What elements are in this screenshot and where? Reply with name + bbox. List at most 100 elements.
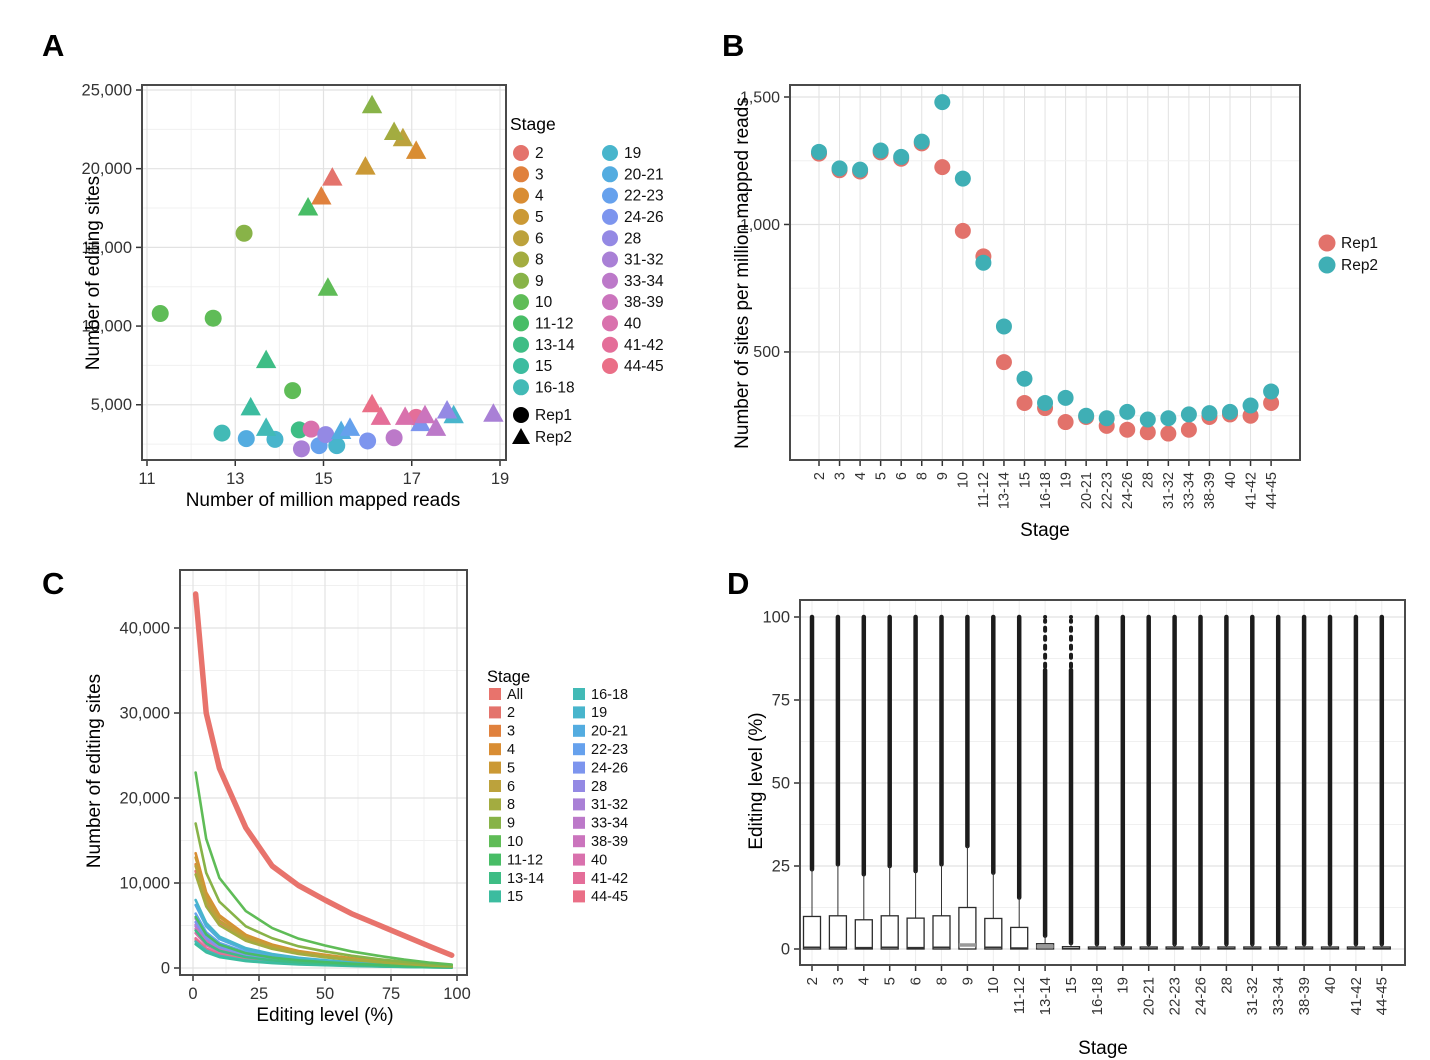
legend-key: [1318, 234, 1336, 252]
legend-label: 5: [535, 209, 544, 226]
data-point-circle: [235, 224, 253, 242]
legend-label: 13-14: [535, 337, 575, 354]
legend-label: 8: [507, 797, 515, 813]
data-point-circle: [995, 318, 1012, 335]
data-point-circle: [1057, 389, 1074, 406]
data-point-circle: [995, 354, 1012, 371]
x-tick-label: 28: [1141, 472, 1157, 488]
plot-border: [799, 599, 1406, 966]
box: [854, 919, 873, 950]
panel-b: 500 1,000 1,500 2 3 4 5 6 8 9 10 11-12 13-14 15 16-18 1…: [715, 30, 1430, 560]
legend-label: 16-18: [535, 379, 575, 396]
panel-b-xlabel: Stage: [1020, 520, 1070, 541]
legend-label: Rep2: [535, 429, 572, 446]
legend-label: Rep1: [1341, 235, 1378, 252]
data-point-circle: [831, 160, 848, 177]
x-tick-label: 75: [382, 985, 400, 1003]
data-point-circle: [1119, 403, 1136, 420]
legend-label: 40: [591, 852, 607, 868]
legend-key: [489, 761, 501, 774]
x-tick-label: 24-26: [1192, 977, 1209, 1015]
panel-a-xlabel: Number of million mapped reads: [185, 490, 461, 511]
plot-border: [789, 84, 1301, 461]
data-point-triangle: [414, 404, 436, 424]
legend-label: 15: [507, 889, 523, 905]
legend-label: 2: [507, 705, 515, 721]
x-tick-label: 19: [1058, 472, 1074, 488]
data-point-circle: [317, 426, 335, 444]
x-tick-label: 13-14: [1037, 977, 1054, 1015]
legend-key: [489, 706, 501, 719]
box: [958, 906, 977, 950]
x-tick-label: 24-26: [1120, 472, 1136, 509]
legend-label: All: [507, 687, 523, 703]
x-tick-label: 38-39: [1202, 472, 1218, 509]
legend-label: Rep1: [535, 407, 572, 424]
legend-key: [513, 358, 529, 374]
data-point-circle: [1016, 370, 1033, 387]
legend-shape-triangle: [512, 428, 530, 444]
legend-key: [513, 145, 529, 161]
legend-label: 20-21: [591, 724, 628, 740]
data-point-circle: [302, 420, 320, 438]
legend-key: [489, 688, 501, 700]
data-point-triangle: [394, 406, 416, 425]
legend-label: 6: [535, 230, 544, 247]
legend-label: 22-23: [591, 742, 628, 758]
x-tick-label: 6: [908, 977, 925, 985]
data-point-circle: [872, 142, 889, 159]
data-point-circle: [1037, 394, 1054, 411]
box: [984, 917, 1003, 950]
x-tick-label: 13: [226, 470, 244, 488]
x-tick-label: 13-14: [997, 472, 1013, 509]
x-tick-label: 9: [935, 472, 951, 480]
x-tick-label: 100: [443, 985, 471, 1003]
box: [802, 915, 822, 950]
legend-key: [573, 890, 585, 903]
data-point-circle: [1242, 397, 1259, 414]
y-tick-label: 1,500: [740, 89, 780, 106]
box: [880, 915, 899, 950]
legend-label: 13-14: [507, 871, 544, 887]
data-point-circle: [954, 222, 971, 239]
legend-key: [602, 358, 618, 374]
legend-key: [602, 336, 618, 353]
legend-label: 19: [591, 705, 607, 721]
legend-label: 31-32: [624, 252, 664, 269]
x-tick-label: 33-34: [1270, 977, 1287, 1015]
legend-shape-circle: [513, 407, 529, 423]
x-tick-label: 25: [250, 985, 268, 1003]
legend-label: 8: [535, 252, 544, 269]
x-tick-label: 5: [882, 977, 899, 985]
legend-label: 9: [535, 273, 544, 290]
y-tick-label: 10,000: [120, 874, 170, 892]
data-point-circle: [1263, 383, 1280, 400]
legend-key: [513, 230, 529, 247]
data-point-triangle: [361, 94, 383, 114]
data-line-9: [194, 822, 454, 967]
x-tick-label: 2: [804, 977, 821, 985]
data-point-circle: [213, 424, 231, 442]
x-tick-label: 0: [188, 985, 197, 1003]
plot-border: [179, 569, 468, 976]
data-point-circle: [204, 309, 222, 327]
legend-label: 33-34: [624, 273, 664, 290]
x-tick-label: 5: [873, 472, 889, 480]
x-tick-label: 19: [491, 470, 509, 488]
x-tick-label: 6: [894, 472, 910, 480]
panel-c-label: C: [42, 566, 65, 601]
data-line-All: [192, 591, 455, 958]
legend-key: [513, 379, 529, 396]
data-point-circle: [1119, 421, 1136, 438]
x-tick-label: 4: [853, 472, 869, 480]
legend-key: [602, 187, 618, 204]
x-tick-label: 4: [856, 977, 873, 985]
panel-d-chart: 0 25 50 75 100 2 3 4 5 6 8 9 10 11-12 13-14 15 16-18 19 20…: [762, 599, 1406, 1015]
x-tick-label: 33-34: [1182, 472, 1198, 509]
outlier-dot: [1069, 615, 1073, 619]
legend-key: [573, 706, 585, 719]
legend-label: 6: [507, 779, 515, 795]
data-point-triangle: [322, 167, 343, 186]
x-tick-label: 11: [138, 470, 155, 488]
y-tick-label: 20,000: [120, 789, 170, 807]
